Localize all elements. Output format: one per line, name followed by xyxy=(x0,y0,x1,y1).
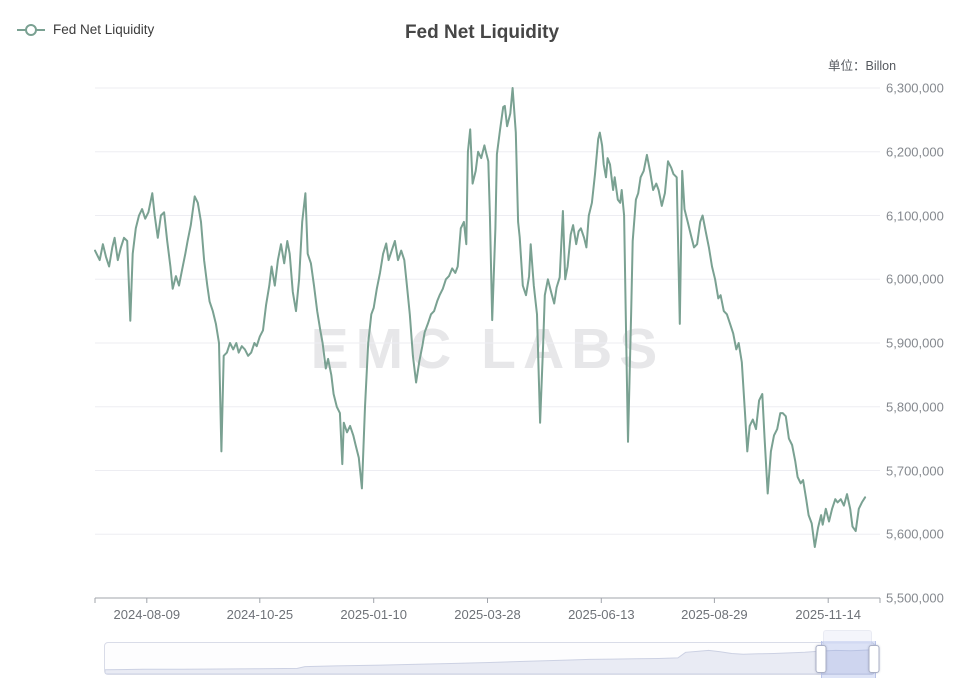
y-axis-label: 5,500,000 xyxy=(886,590,944,606)
x-axis-label: 2025-11-14 xyxy=(795,607,861,622)
y-axis-label: 6,100,000 xyxy=(886,208,944,223)
datazoom-overview xyxy=(105,649,874,674)
legend-label: Fed Net Liquidity xyxy=(53,22,155,37)
y-axis-label: 5,800,000 xyxy=(886,399,944,415)
x-axis-label: 2025-08-29 xyxy=(681,607,748,622)
y-axis-label: 5,700,000 xyxy=(886,463,944,478)
y-axis-label: 6,000,000 xyxy=(886,271,944,287)
datazoom-window[interactable] xyxy=(820,641,876,678)
line-chart-plot xyxy=(94,87,881,603)
unit-label: 单位：Billon xyxy=(828,59,897,73)
x-axis-label: 2024-10-25 xyxy=(226,607,294,622)
grid-lines xyxy=(95,87,880,535)
datazoom-left-handle[interactable] xyxy=(815,644,827,673)
x-axis xyxy=(94,597,881,603)
x-axis-label: 2025-03-28 xyxy=(454,607,521,622)
overview-area xyxy=(105,649,874,674)
y-axis-label: 5,900,000 xyxy=(886,335,944,351)
datazoom-detail-box xyxy=(822,630,872,644)
series-line-fed-net-liquidity xyxy=(94,87,867,548)
y-axis-label: 6,200,000 xyxy=(886,144,944,160)
x-axis-label: 2024-08-09 xyxy=(113,607,181,622)
datazoom-right-handle[interactable] xyxy=(868,644,880,673)
y-axis-label: 5,600,000 xyxy=(886,526,944,542)
x-axis-label: 2025-01-10 xyxy=(340,607,407,622)
x-axis-label: 2025-06-13 xyxy=(568,607,635,622)
y-axis-label: 6,300,000 xyxy=(886,80,944,96)
legend-item-fed-net-liquidity[interactable]: Fed Net Liquidity xyxy=(16,22,154,37)
datazoom-slider[interactable] xyxy=(104,630,880,678)
chart-title: Fed Net Liquidity xyxy=(404,22,560,43)
legend-line-icon xyxy=(17,23,45,36)
